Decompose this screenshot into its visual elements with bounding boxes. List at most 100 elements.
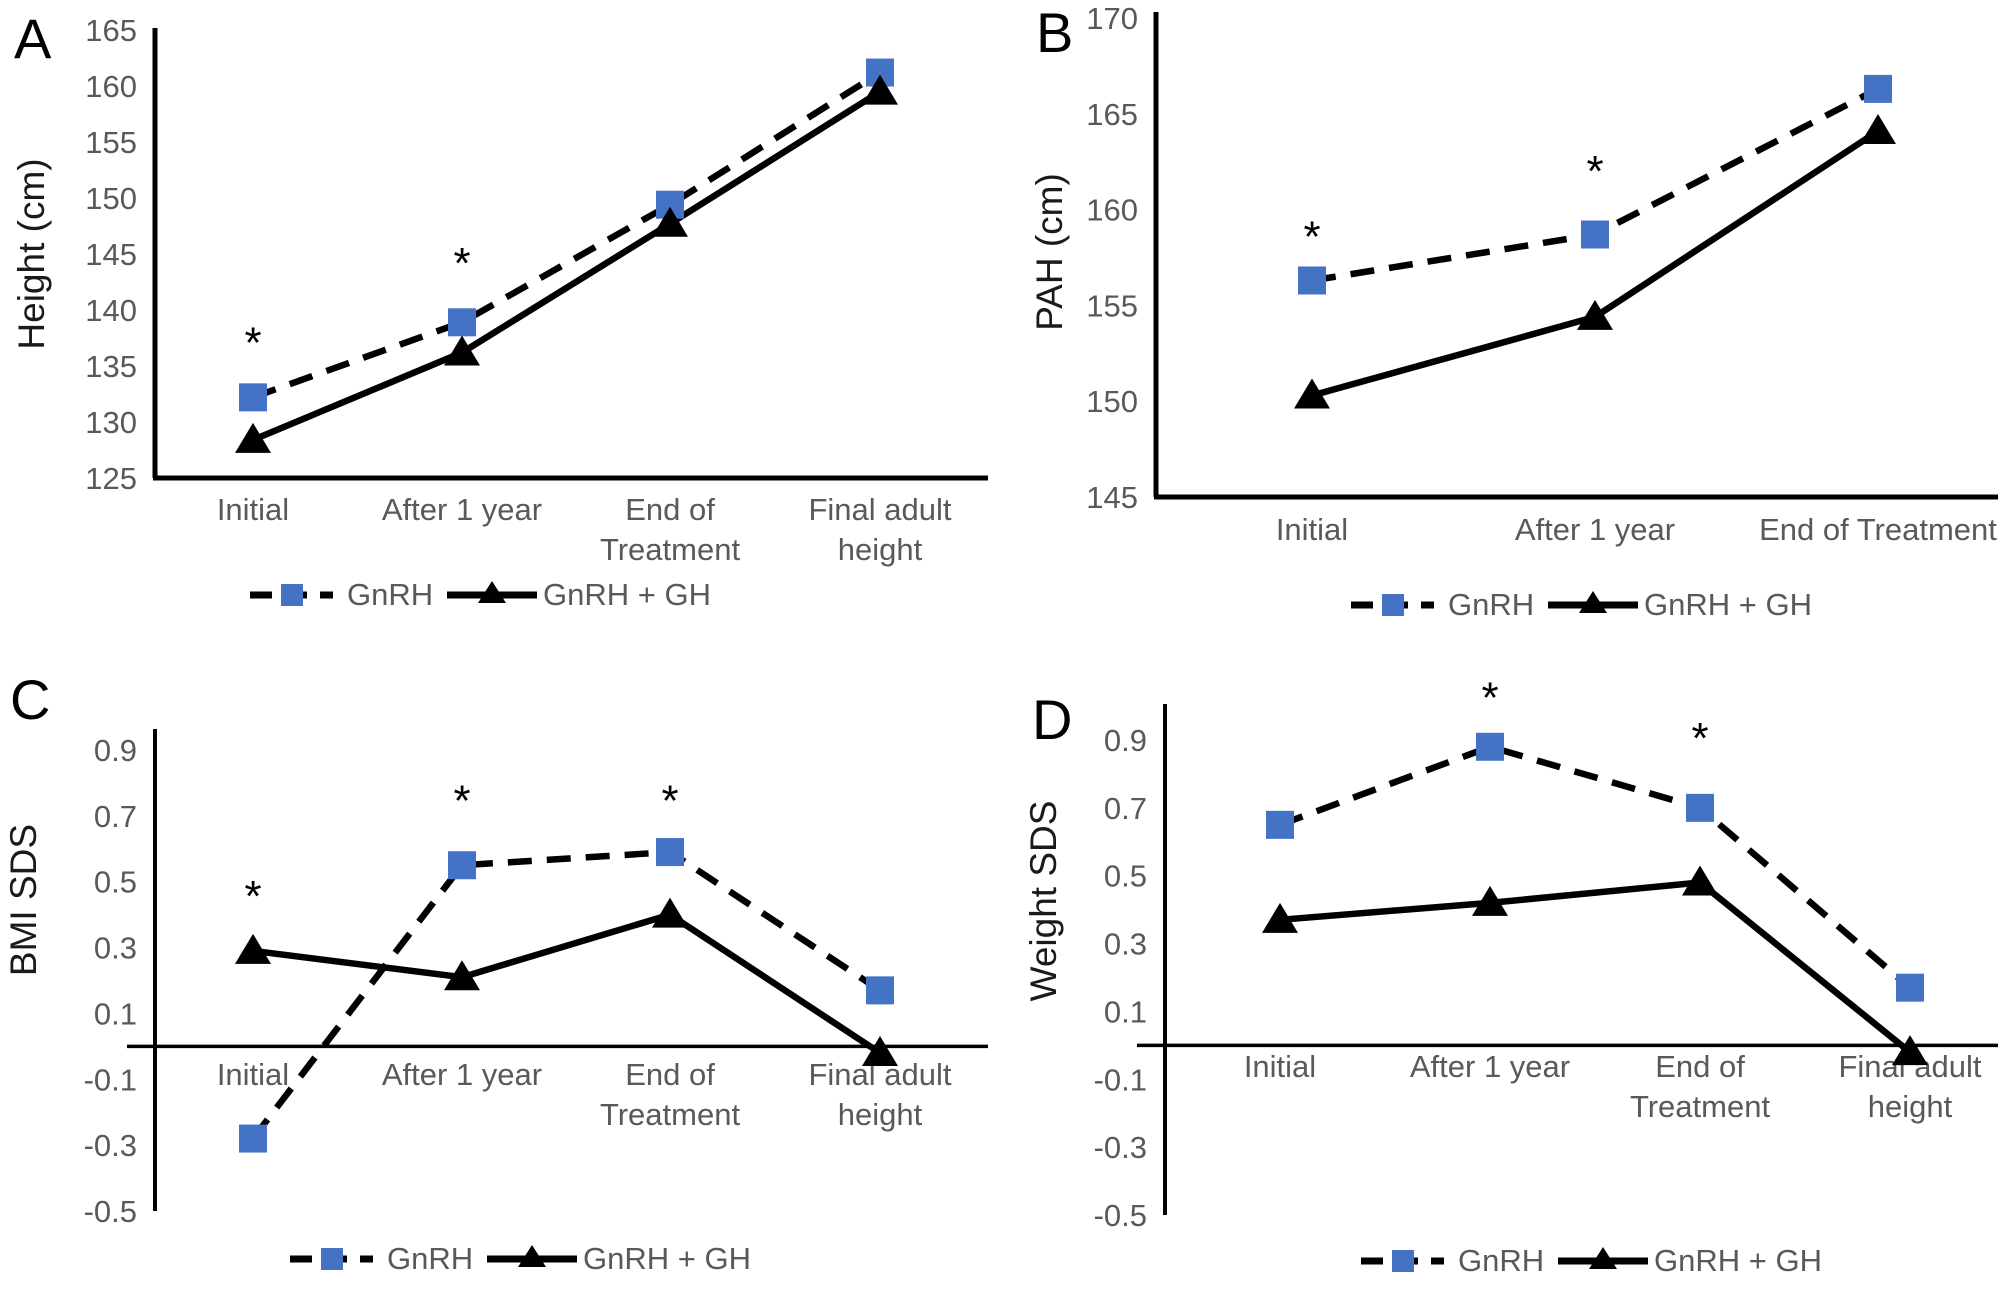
panel-letter: A xyxy=(14,7,52,70)
panel-a-height-chart: A Height (cm) 165 160 155 150 145 140 135 130 125 I… xyxy=(0,0,1006,649)
legend-square-marker xyxy=(1382,594,1404,616)
y-tick-label: -0.5 xyxy=(1094,1198,1147,1233)
square-marker xyxy=(1896,973,1924,1002)
legend-label-gnrh: GnRH xyxy=(387,1241,473,1276)
axes: 170 165 160 155 150 145 Initial After 1 year End… xyxy=(1086,1,1998,547)
x-category-label: End of Treatment xyxy=(600,1057,741,1132)
y-tick-label: 0.3 xyxy=(94,931,137,966)
series-markers-gnrh xyxy=(239,58,894,412)
series-markers-gnrh-gh xyxy=(235,897,898,1066)
legend: GnRH GnRH + GH xyxy=(290,1241,751,1276)
significance-asterisk: * xyxy=(661,777,678,826)
triangle-marker xyxy=(862,1035,898,1066)
y-tick-label: 125 xyxy=(85,461,137,496)
legend-triangle-marker xyxy=(1589,1247,1617,1269)
x-category-label: Final adult height xyxy=(1838,1049,1981,1124)
y-tick-label: -0.5 xyxy=(84,1194,137,1229)
square-marker xyxy=(448,308,476,337)
significance-asterisk: * xyxy=(244,872,261,921)
square-marker xyxy=(1476,732,1504,761)
square-marker xyxy=(656,838,684,867)
y-tick-label: 155 xyxy=(1086,288,1138,323)
panel-c-svg: C BMI SDS 0.9 0.7 0.5 0.3 0.1 -0.1 -0.3 -0.5 Initi… xyxy=(3,668,988,1276)
y-tick-label: -0.1 xyxy=(84,1062,137,1097)
y-tick-label: 130 xyxy=(85,405,137,440)
triangle-marker xyxy=(652,206,688,237)
y-tick-label: 160 xyxy=(1086,193,1138,228)
legend-label-gnrh-gh: GnRH + GH xyxy=(543,577,711,612)
y-axis-title: Weight SDS xyxy=(1023,801,1064,1002)
legend-square-marker xyxy=(281,584,303,606)
y-axis-title: BMI SDS xyxy=(3,824,44,976)
triangle-marker xyxy=(1472,885,1508,916)
y-tick-label: 0.7 xyxy=(1104,791,1147,826)
x-category-label: After 1 year xyxy=(1515,512,1675,547)
legend: GnRH GnRH + GH xyxy=(1351,587,1812,622)
y-tick-label: 0.5 xyxy=(94,865,137,900)
significance-asterisk: * xyxy=(244,319,261,368)
square-marker xyxy=(1864,74,1892,103)
x-category-label: After 1 year xyxy=(1410,1049,1570,1084)
triangle-marker xyxy=(1262,902,1298,933)
series-markers-gnrh-gh xyxy=(235,74,898,453)
series-markers-gnrh xyxy=(1298,74,1892,295)
legend-square-marker xyxy=(321,1248,343,1270)
y-tick-label: 170 xyxy=(1086,1,1138,36)
axes: 0.9 0.7 0.5 0.3 0.1 -0.1 -0.3 -0.5 Initial After … xyxy=(84,729,988,1229)
y-tick-label: 155 xyxy=(85,125,137,160)
y-tick-label: 135 xyxy=(85,349,137,384)
series-line-gnrh xyxy=(250,848,882,1141)
x-category-label: End of Treatment xyxy=(1759,512,1997,547)
triangle-marker xyxy=(862,74,898,105)
panel-c-bmi-sds-chart: C BMI SDS 0.9 0.7 0.5 0.3 0.1 -0.1 -0.3 -0.5 Initi… xyxy=(0,649,1006,1298)
panel-d-svg: D Weight SDS 0.9 0.7 0.5 0.3 0.1 -0.1 -0.3 -0.5 In… xyxy=(1023,673,1998,1278)
y-tick-label: 150 xyxy=(85,181,137,216)
y-axis-title: PAH (cm) xyxy=(1029,173,1070,331)
x-category-label: After 1 year xyxy=(382,492,542,527)
x-category-label: Final adult height xyxy=(808,1057,951,1132)
y-tick-label: -0.1 xyxy=(1094,1062,1147,1097)
legend-label-gnrh-gh: GnRH + GH xyxy=(1654,1243,1822,1278)
triangle-marker xyxy=(1577,299,1613,330)
series-line-gnrh-gh xyxy=(251,88,882,443)
y-tick-label: 150 xyxy=(1086,384,1138,419)
significance-asterisk: * xyxy=(453,239,470,288)
square-marker xyxy=(239,383,267,412)
legend: GnRH GnRH + GH xyxy=(1361,1243,1822,1278)
legend-label-gnrh-gh: GnRH + GH xyxy=(583,1241,751,1276)
x-category-label: Initial xyxy=(217,1057,289,1092)
legend-triangle-marker xyxy=(478,581,506,603)
square-marker xyxy=(1266,810,1294,839)
panel-b-pah-chart: B PAH (cm) 170 165 160 155 150 145 Initial After … xyxy=(1006,0,2012,649)
significance-asterisk: * xyxy=(453,777,470,826)
legend-square-marker xyxy=(1392,1250,1414,1272)
series-markers-gnrh xyxy=(239,838,894,1153)
triangle-marker xyxy=(1682,865,1718,896)
legend: GnRH GnRH + GH xyxy=(250,577,711,612)
legend-label-gnrh: GnRH xyxy=(347,577,433,612)
square-marker xyxy=(1686,793,1714,822)
legend-label-gnrh-gh: GnRH + GH xyxy=(1644,587,1812,622)
y-tick-label: 0.9 xyxy=(1104,723,1147,758)
triangle-marker xyxy=(444,960,480,991)
significance-asterisk: * xyxy=(1303,212,1320,261)
axes: 165 160 155 150 145 140 135 130 125 Initial After … xyxy=(85,13,988,567)
y-tick-label: 160 xyxy=(85,69,137,104)
y-tick-label: 145 xyxy=(85,237,137,272)
panel-letter: B xyxy=(1036,1,1073,64)
y-tick-label: 165 xyxy=(85,13,137,48)
square-marker xyxy=(1298,266,1326,295)
panel-a-svg: A Height (cm) 165 160 155 150 145 140 135 130 125 I… xyxy=(11,7,988,612)
y-tick-label: 165 xyxy=(1086,97,1138,132)
triangle-marker xyxy=(1294,378,1330,409)
y-tick-label: 145 xyxy=(1086,480,1138,515)
triangle-marker xyxy=(235,933,271,964)
series-markers-gnrh-gh xyxy=(1294,114,1896,409)
x-category-label: End of Treatment xyxy=(1630,1049,1771,1124)
panel-letter: C xyxy=(10,668,50,731)
square-marker xyxy=(866,976,894,1005)
y-tick-label: 0.1 xyxy=(1104,994,1147,1029)
significance-asterisk: * xyxy=(1481,673,1498,722)
triangle-marker xyxy=(444,335,480,366)
